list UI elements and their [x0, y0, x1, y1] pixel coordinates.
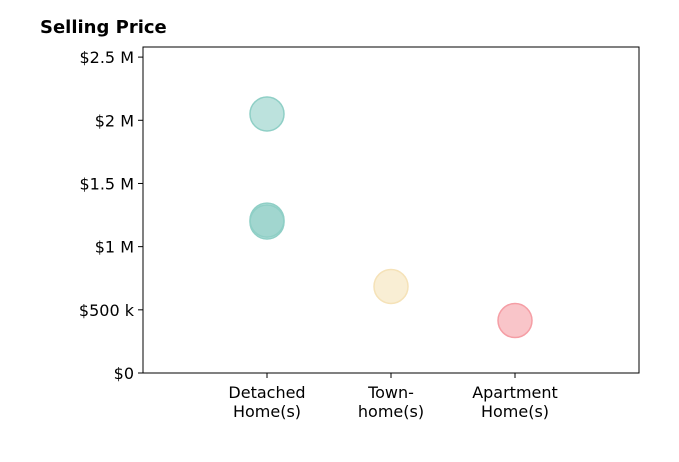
y-tick-label: $2.5 M [79, 48, 134, 67]
data-point [249, 204, 285, 240]
x-tick-label: Town-home(s) [358, 383, 424, 421]
x-tick-label: Apartment Home(s) [472, 383, 558, 421]
data-point [373, 268, 409, 305]
data-point [497, 302, 533, 339]
y-tick-label: $500 k [79, 301, 135, 320]
y-tick-label: $0 [114, 364, 134, 383]
y-tick-label: $2 M [95, 111, 134, 130]
y-axis: $0 $500 k $1 M $1.5 M $2 M $2.5 M [79, 48, 143, 383]
data-point [249, 96, 285, 132]
chart-title: Selling Price [40, 17, 167, 38]
points-layer [249, 96, 533, 339]
x-axis: Detached Home(s) Town-home(s) Apartment Home… [228, 373, 558, 421]
y-tick-label: $1 M [95, 238, 134, 257]
plot-frame [142, 46, 640, 374]
x-tick-label: Detached Home(s) [228, 383, 305, 421]
y-tick-label: $1.5 M [79, 174, 134, 193]
